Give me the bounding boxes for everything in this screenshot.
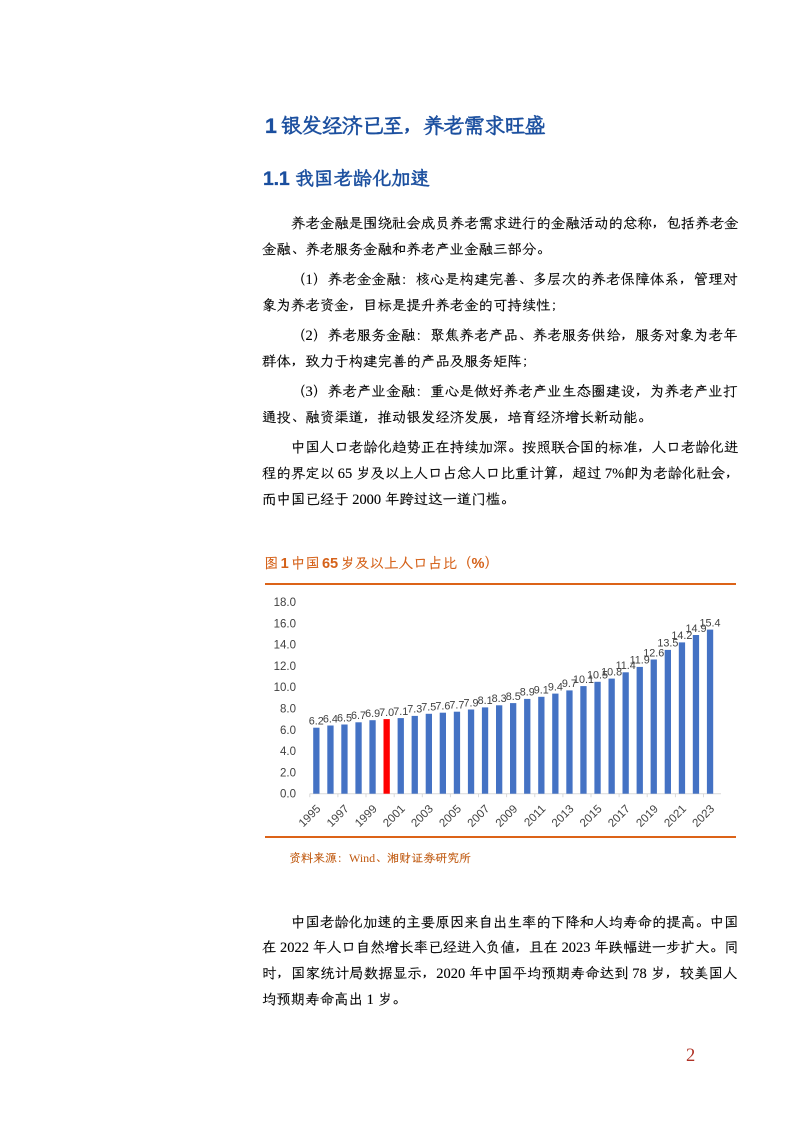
svg-text:1997: 1997 xyxy=(325,803,352,830)
svg-text:2019: 2019 xyxy=(634,803,661,830)
svg-text:10.5: 10.5 xyxy=(587,670,608,682)
svg-text:11.4: 11.4 xyxy=(616,660,636,672)
svg-text:2003: 2003 xyxy=(409,803,436,830)
svg-text:2015: 2015 xyxy=(578,803,605,830)
svg-text:1999: 1999 xyxy=(353,803,380,830)
svg-text:10.8: 10.8 xyxy=(601,666,622,678)
svg-text:14.2: 14.2 xyxy=(671,630,692,642)
svg-text:7.9: 7.9 xyxy=(463,697,478,709)
svg-text:10.0: 10.0 xyxy=(274,682,296,694)
svg-text:2023: 2023 xyxy=(691,803,718,830)
svg-text:4.0: 4.0 xyxy=(280,746,296,758)
svg-text:2005: 2005 xyxy=(437,803,464,830)
svg-text:9.7: 9.7 xyxy=(562,678,577,690)
svg-text:8.5: 8.5 xyxy=(506,691,521,703)
svg-text:14.0: 14.0 xyxy=(274,640,296,652)
svg-text:7.7: 7.7 xyxy=(449,700,464,712)
svg-text:6.4: 6.4 xyxy=(323,713,338,725)
svg-text:10.1: 10.1 xyxy=(573,674,594,686)
svg-text:6.9: 6.9 xyxy=(365,708,380,720)
svg-text:9.1: 9.1 xyxy=(534,685,549,697)
svg-text:7.1: 7.1 xyxy=(393,706,408,718)
svg-text:6.2: 6.2 xyxy=(309,716,324,728)
svg-text:11.9: 11.9 xyxy=(630,655,650,667)
svg-text:8.1: 8.1 xyxy=(478,695,493,707)
svg-text:2007: 2007 xyxy=(466,803,493,830)
svg-text:16.0: 16.0 xyxy=(274,618,296,630)
svg-text:2001: 2001 xyxy=(381,803,408,830)
svg-text:7.6: 7.6 xyxy=(435,701,450,713)
svg-text:2009: 2009 xyxy=(494,803,521,830)
svg-text:2017: 2017 xyxy=(606,803,633,830)
svg-text:12.6: 12.6 xyxy=(643,647,664,659)
svg-text:6.7: 6.7 xyxy=(351,710,366,722)
svg-text:7.0: 7.0 xyxy=(379,707,394,719)
svg-text:14.9: 14.9 xyxy=(685,623,706,635)
svg-text:1995: 1995 xyxy=(297,803,324,830)
svg-text:8.9: 8.9 xyxy=(520,687,535,699)
svg-text:2.0: 2.0 xyxy=(280,767,296,779)
svg-text:2021: 2021 xyxy=(662,803,689,830)
svg-text:8.3: 8.3 xyxy=(492,693,507,705)
svg-text:0.0: 0.0 xyxy=(280,789,296,801)
svg-text:13.5: 13.5 xyxy=(657,638,678,650)
svg-text:7.5: 7.5 xyxy=(421,702,436,714)
svg-text:6.0: 6.0 xyxy=(280,725,296,737)
svg-text:12.0: 12.0 xyxy=(274,661,296,673)
svg-text:9.4: 9.4 xyxy=(548,681,563,693)
svg-text:2013: 2013 xyxy=(550,803,577,830)
svg-text:15.4: 15.4 xyxy=(699,617,720,629)
svg-text:8.0: 8.0 xyxy=(280,704,296,716)
svg-text:18.0: 18.0 xyxy=(274,597,296,609)
svg-text:7.3: 7.3 xyxy=(407,704,422,716)
svg-text:6.5: 6.5 xyxy=(337,712,352,724)
svg-text:2011: 2011 xyxy=(522,803,548,829)
